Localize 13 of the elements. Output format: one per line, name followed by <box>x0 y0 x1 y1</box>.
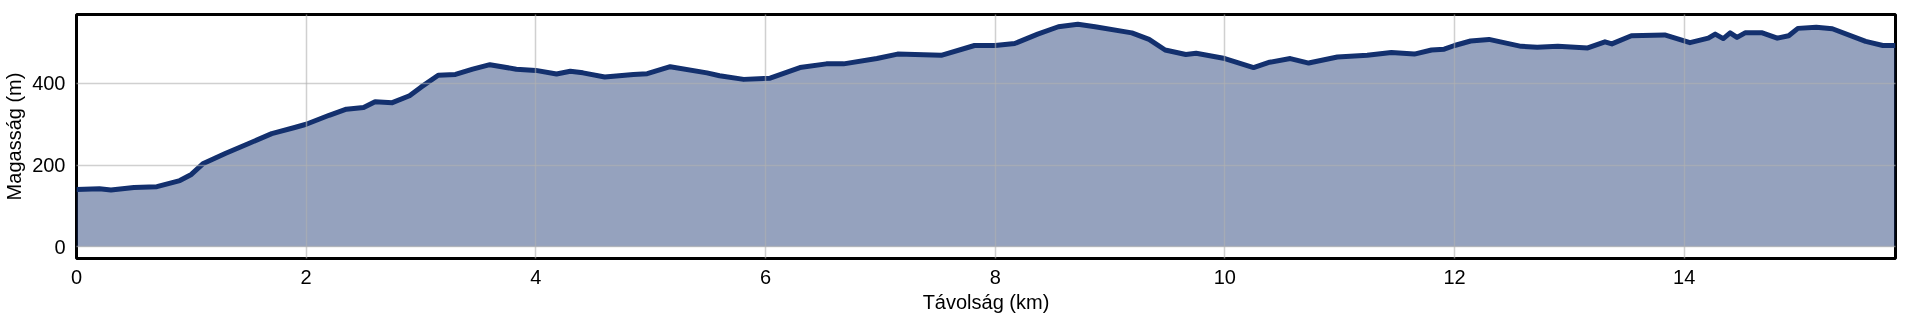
x-tick-label: 10 <box>1213 265 1236 288</box>
x-tick-label: 4 <box>530 265 542 288</box>
y-tick-label: 200 <box>32 154 66 177</box>
x-tick-label: 6 <box>759 265 772 288</box>
x-tick-label: 12 <box>1443 265 1466 288</box>
y-axis-title: Magasság (m) <box>3 72 26 201</box>
x-tick-label: 0 <box>70 265 83 288</box>
y-tick-label: 400 <box>32 72 66 95</box>
x-tick-label: 2 <box>300 265 312 288</box>
x-axis-title: Távolság (km) <box>922 290 1050 313</box>
x-tick-label: 8 <box>989 265 1001 288</box>
y-tick-label: 0 <box>54 235 66 258</box>
x-tick-label: 14 <box>1673 265 1696 288</box>
